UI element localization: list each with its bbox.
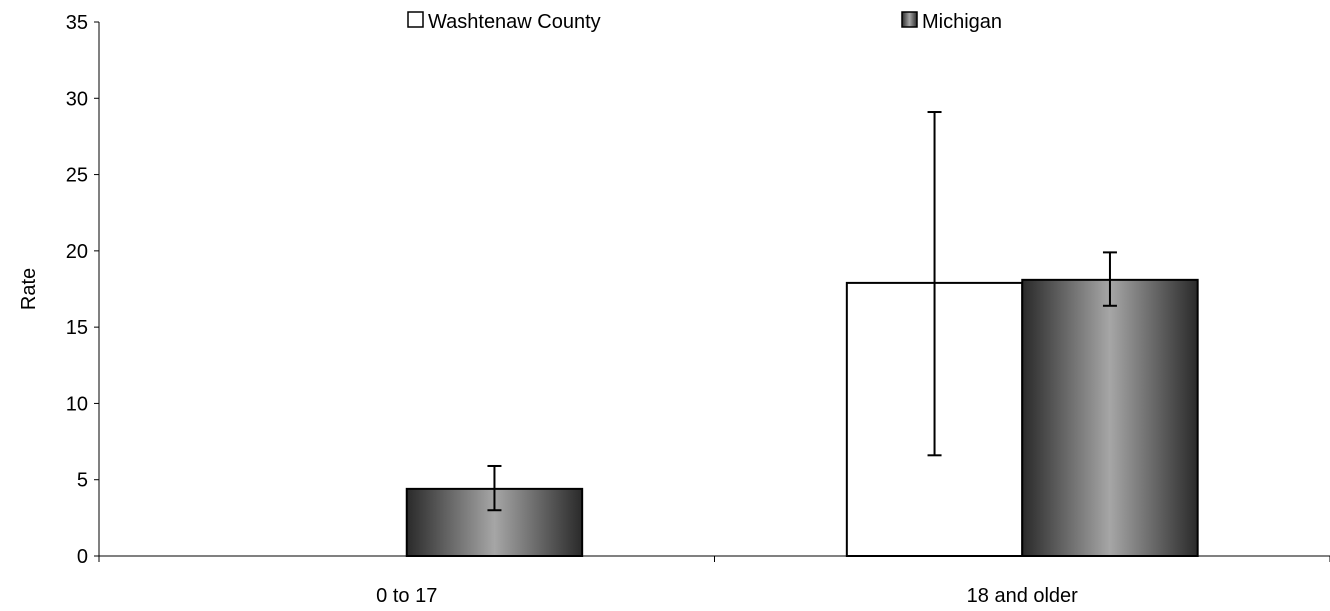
y-ticks: 0 5 10 15 20 25 30 35	[66, 12, 99, 568]
bar-michigan	[1021, 278, 1199, 557]
y-tick-label: 15	[66, 317, 88, 339]
y-axis-label: Rate	[18, 268, 40, 310]
legend-swatch-michigan	[901, 11, 918, 28]
y-tick-label: 20	[66, 241, 88, 263]
legend-label-michigan: Michigan	[922, 11, 1002, 33]
y-tick-label: 5	[77, 470, 88, 492]
bars	[405, 278, 1199, 557]
y-tick-label: 25	[66, 165, 88, 187]
y-tick-label: 0	[77, 546, 88, 568]
legend: Washtenaw County Michigan	[407, 11, 1002, 33]
x-category-label: 18 and older	[967, 585, 1079, 607]
x-category-label: 0 to 17	[376, 585, 437, 607]
error-bars	[487, 111, 1117, 512]
x-ticks: 0 to 17 18 and older	[98, 556, 1330, 607]
legend-label-washtenaw: Washtenaw County	[428, 11, 601, 33]
legend-swatch-washtenaw	[407, 11, 424, 28]
y-tick-label: 30	[66, 88, 88, 110]
y-tick-label: 10	[66, 393, 88, 415]
y-tick-label: 35	[66, 12, 88, 34]
